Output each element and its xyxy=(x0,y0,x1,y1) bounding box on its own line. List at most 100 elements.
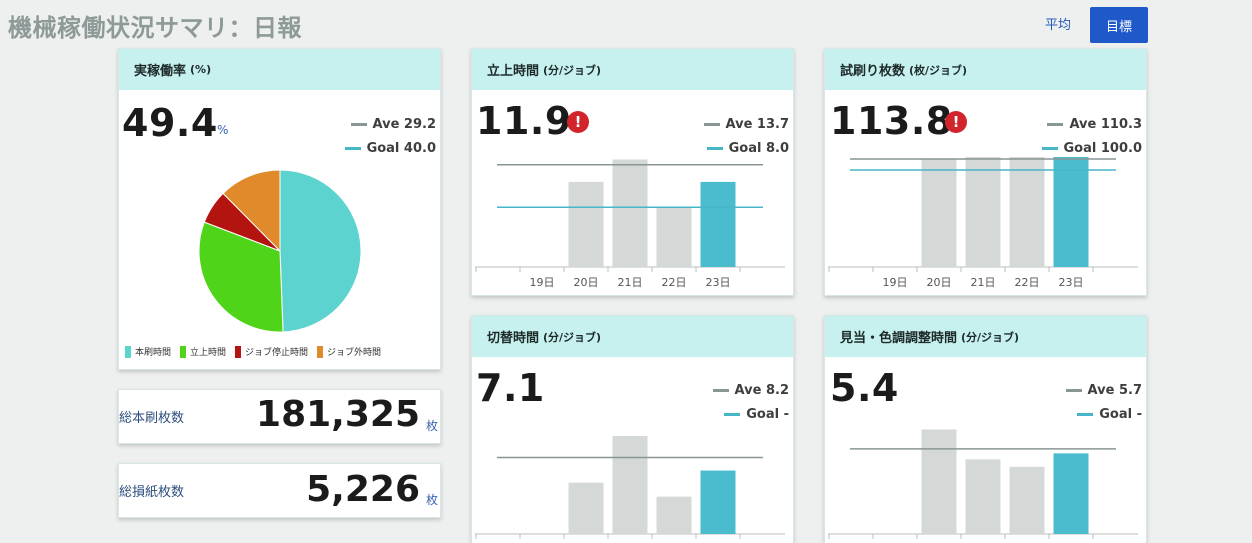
goal-label: Goal 100.0 xyxy=(1063,141,1142,156)
total-printed-value: 181,325 xyxy=(256,394,420,435)
pie-legend-item: ジョブ外時間 xyxy=(317,345,381,358)
goal-toggle-button[interactable]: 目標 xyxy=(1090,7,1148,43)
bar xyxy=(700,470,736,534)
page-title: 機械稼働状況サマリ：日報 xyxy=(8,14,302,42)
legend-swatch xyxy=(180,345,187,358)
goal-line-swatch xyxy=(706,147,723,150)
setup-time-header: 立上時間 (分/ジョブ) xyxy=(472,49,793,90)
setup-time-card: 立上時間 (分/ジョブ) 11.9 ! Ave 13.7 Goal 8.0 19… xyxy=(471,48,794,296)
alert-icon: ! xyxy=(945,111,967,133)
changeover-time-card: 切替時間 (分/ジョブ) 7.1 Ave 8.2 Goal - 19日20日21… xyxy=(471,315,794,543)
setup-time-value: 11.9 xyxy=(476,99,572,143)
changeover-time-header: 切替時間 (分/ジョブ) xyxy=(472,316,793,357)
operating-rate-header: 実稼働率 (%) xyxy=(119,49,440,90)
x-tick-label: 23日 xyxy=(706,276,731,289)
total-waste-card: 総損紙枚数 5,226 枚 xyxy=(118,463,441,518)
card-title-unit: (%) xyxy=(190,63,212,76)
card-title: 実稼働率 xyxy=(134,64,187,79)
setup-time-bar-chart: 19日 20日 21日 22日 23日 xyxy=(475,159,785,289)
x-tick-label: 21日 xyxy=(618,276,643,289)
x-tick-label: 23日 xyxy=(1059,276,1084,289)
ave-line-swatch xyxy=(350,123,367,126)
bar xyxy=(1053,453,1089,534)
legend-swatch xyxy=(317,345,324,358)
ave-legend: Ave 110.3 xyxy=(1047,117,1142,132)
bar xyxy=(921,159,957,267)
bar xyxy=(1053,157,1089,267)
ave-label: Ave 5.7 xyxy=(1087,383,1142,398)
test-sheets-header: 試刷り枚数 (枚/ジョブ) xyxy=(825,49,1146,90)
ave-label: Ave 110.3 xyxy=(1069,117,1142,132)
goal-line-swatch xyxy=(1077,413,1094,416)
x-tick-label: 21日 xyxy=(971,276,996,289)
goal-legend: Goal 40.0 xyxy=(344,141,436,156)
bar xyxy=(568,181,604,267)
legend-label: ジョブ停止時間 xyxy=(245,348,309,358)
x-tick-label: 20日 xyxy=(574,276,599,289)
bar xyxy=(921,429,957,534)
x-tick-label: 22日 xyxy=(1015,276,1040,289)
operating-rate-unit: % xyxy=(217,123,229,137)
ave-line-swatch xyxy=(703,123,720,126)
alert-icon: ! xyxy=(567,111,589,133)
test-sheets-value: 113.8 xyxy=(830,99,953,143)
test-sheets-card: 試刷り枚数 (枚/ジョブ) 113.8 ! Ave 110.3 Goal 100… xyxy=(824,48,1147,296)
total-waste-unit: 枚 xyxy=(425,493,438,507)
legend-label: 立上時間 xyxy=(190,348,227,358)
x-tick-label: 19日 xyxy=(883,276,908,289)
bar xyxy=(965,459,1001,534)
total-printed-unit: 枚 xyxy=(425,419,438,433)
pie-legend-item: 本刷時間 xyxy=(125,345,171,358)
pie-slice xyxy=(222,169,281,253)
x-tick-label: 19日 xyxy=(530,276,555,289)
goal-legend: Goal - xyxy=(724,407,789,422)
pie-slice xyxy=(198,221,284,333)
total-printed-card: 総本刷枚数 181,325 枚 xyxy=(118,389,441,444)
operating-rate-pie-chart xyxy=(198,169,362,333)
ave-legend: Ave 8.2 xyxy=(712,383,789,398)
card-title: 立上時間 xyxy=(487,64,540,79)
goal-label: Goal - xyxy=(1099,407,1142,422)
pie-legend-item: 立上時間 xyxy=(180,345,226,358)
ave-legend: Ave 13.7 xyxy=(703,117,790,132)
pie-legend: 本刷時間 立上時間 ジョブ停止時間 ジョブ外時間 xyxy=(125,345,390,358)
bar xyxy=(612,159,648,267)
x-tick-label: 20日 xyxy=(927,276,952,289)
color-adjust-time-value: 5.4 xyxy=(830,366,899,410)
ave-legend: Ave 29.2 xyxy=(350,117,437,132)
color-adjust-time-card: 見当・色調調整時間 (分/ジョブ) 5.4 Ave 5.7 Goal - 19日… xyxy=(824,315,1147,543)
pie-slice xyxy=(279,169,362,333)
card-title-unit: (分/ジョブ) xyxy=(543,330,602,344)
legend-label: 本刷時間 xyxy=(135,348,172,358)
goal-legend: Goal - xyxy=(1077,407,1142,422)
bar xyxy=(656,496,692,534)
ave-line-swatch xyxy=(712,389,729,392)
bar xyxy=(700,181,736,267)
ave-label: Ave 8.2 xyxy=(734,383,789,398)
legend-swatch xyxy=(125,345,131,358)
bar xyxy=(965,157,1001,267)
card-title: 見当・色調調整時間 xyxy=(840,331,958,346)
bar xyxy=(1009,466,1045,534)
goal-line-swatch xyxy=(1041,147,1058,150)
pie-legend-item: ジョブ停止時間 xyxy=(235,345,308,358)
goal-line-swatch xyxy=(724,413,741,416)
ave-legend: Ave 5.7 xyxy=(1065,383,1142,398)
goal-legend: Goal 100.0 xyxy=(1041,141,1142,156)
legend-label: ジョブ外時間 xyxy=(327,348,382,358)
goal-legend: Goal 8.0 xyxy=(706,141,789,156)
operating-rate-value: 49.4 xyxy=(122,101,218,145)
average-toggle-button[interactable]: 平均 xyxy=(1044,17,1071,33)
bar xyxy=(612,436,648,534)
ave-label: Ave 13.7 xyxy=(725,117,790,132)
card-title-unit: (分/ジョブ) xyxy=(543,63,602,77)
total-waste-value: 5,226 xyxy=(306,469,420,510)
total-printed-label: 総本刷枚数 xyxy=(119,411,185,426)
card-title: 試刷り枚数 xyxy=(840,64,906,79)
bar xyxy=(568,482,604,534)
card-title: 切替時間 xyxy=(487,331,540,346)
card-title-unit: (枚/ジョブ) xyxy=(909,63,968,77)
ave-label: Ave 29.2 xyxy=(372,117,437,132)
